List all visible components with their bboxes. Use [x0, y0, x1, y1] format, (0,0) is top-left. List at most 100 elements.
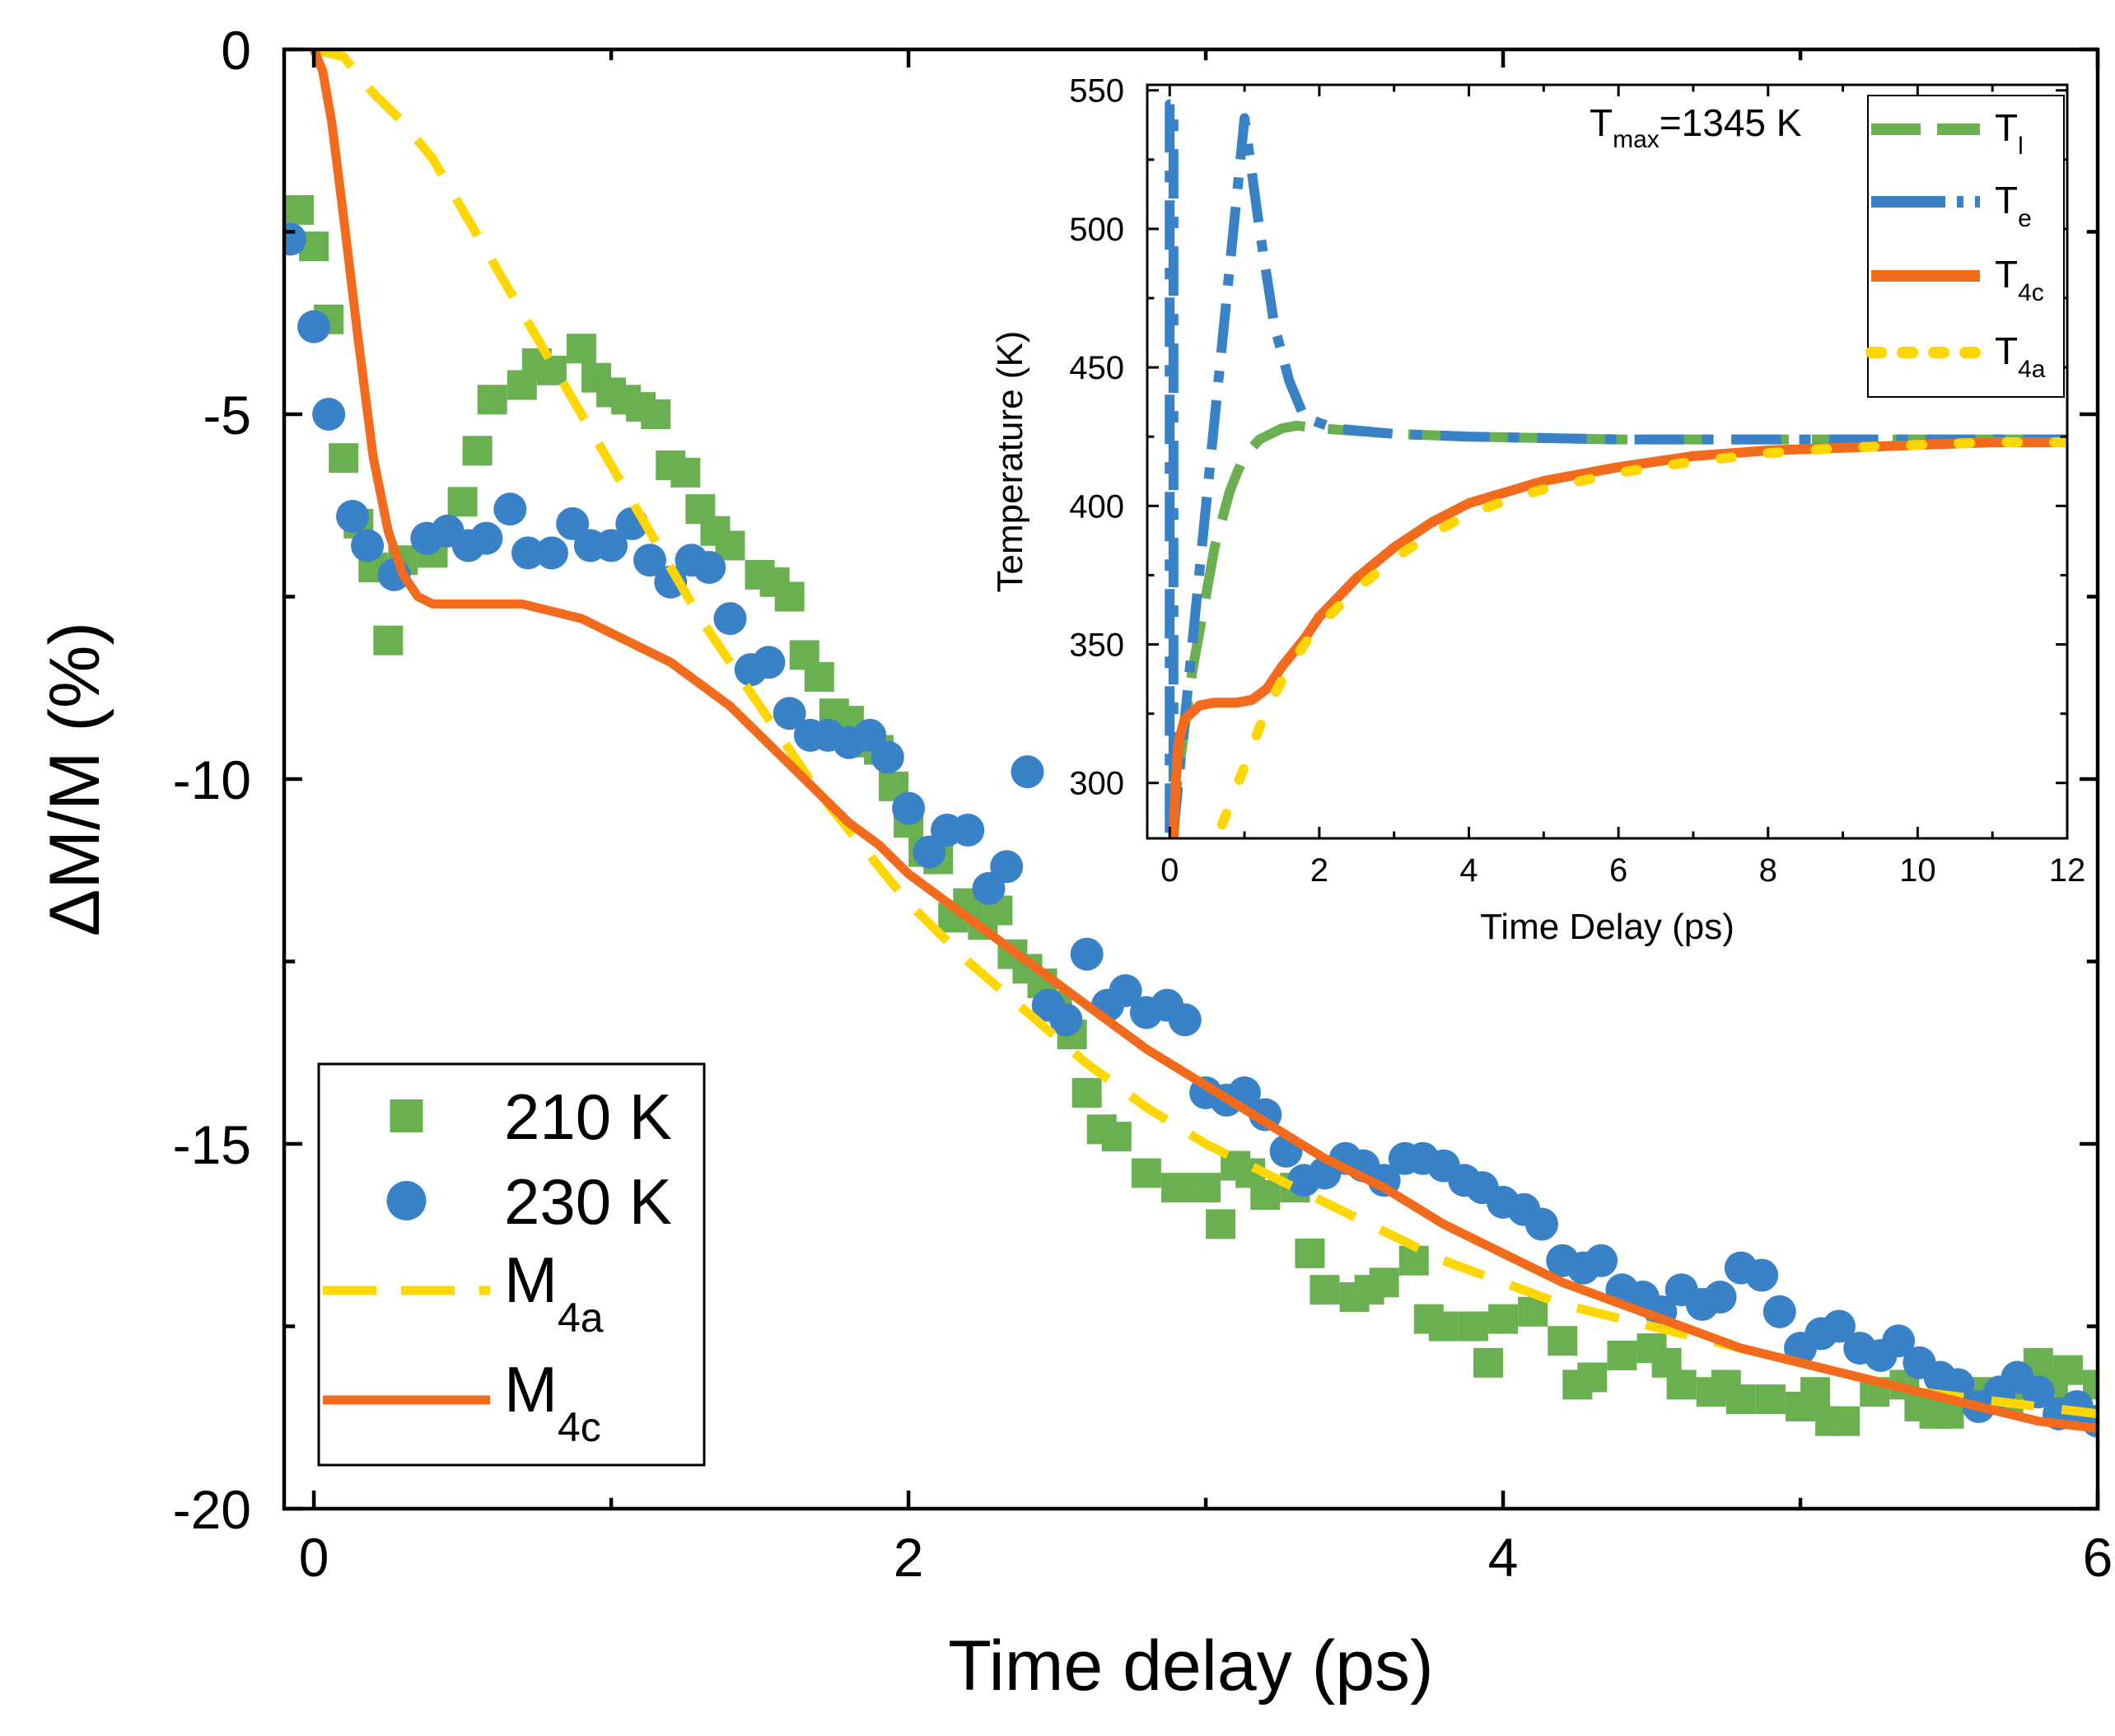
inset-legend-label: Tl — [1995, 106, 2024, 160]
legend-swatch-square — [390, 1099, 423, 1132]
inset-series-t4a-line — [1216, 437, 2067, 830]
inset-x-tick-label: 12 — [2049, 852, 2086, 889]
data-point-square — [1101, 1122, 1132, 1152]
inset-annotation-tmax: Tmax=1345 K — [1590, 101, 1802, 153]
inset-series-tl-line — [1168, 420, 2067, 838]
data-point-square — [1131, 1158, 1161, 1188]
data-point-square — [1206, 1209, 1236, 1239]
main-series-m4c-line — [310, 49, 2098, 1433]
data-point-circle — [312, 398, 346, 431]
data-point-square — [1607, 1340, 1637, 1370]
data-point-circle — [1168, 1003, 1202, 1037]
inset-y-tick-label: 550 — [1069, 73, 1124, 110]
main-y-tick-label: -20 — [173, 1479, 251, 1540]
inset-x-tick-label: 0 — [1160, 852, 1179, 889]
data-point-square — [1310, 1275, 1340, 1305]
inset-y-tick-label: 300 — [1069, 766, 1124, 802]
data-point-circle — [892, 791, 926, 825]
inset-y-tick-label: 350 — [1069, 628, 1124, 664]
main-x-tick-label: 6 — [2083, 1527, 2113, 1588]
data-point-circle — [336, 500, 370, 534]
data-point-circle — [871, 740, 904, 774]
data-point-square — [1666, 1370, 1697, 1400]
inset-x-tick-label: 10 — [1899, 852, 1936, 889]
inset-x-tick-label: 6 — [1609, 852, 1627, 889]
main-y-tick-label: 0 — [221, 20, 251, 81]
data-point-circle — [1745, 1258, 1779, 1292]
data-point-square — [462, 436, 493, 466]
data-point-circle — [633, 544, 667, 577]
main-plot-area — [284, 49, 2098, 1438]
data-point-circle — [693, 551, 726, 585]
inset-y-tick-label: 500 — [1069, 212, 1124, 248]
data-point-circle — [1109, 973, 1142, 1007]
data-point-circle — [2021, 1375, 2055, 1409]
data-point-circle — [990, 850, 1024, 884]
data-point-circle — [1762, 1295, 1796, 1328]
inset-x-tick-label: 2 — [1310, 852, 1328, 889]
data-point-square — [1191, 1173, 1221, 1203]
data-point-square — [774, 581, 805, 612]
data-point-circle — [469, 521, 503, 555]
data-point-square — [1830, 1406, 1861, 1436]
data-point-circle — [1011, 755, 1044, 789]
data-point-circle — [752, 646, 786, 679]
data-point-circle — [1822, 1309, 1856, 1343]
data-point-square — [1473, 1347, 1503, 1378]
data-point-circle — [853, 718, 887, 752]
data-point-square — [1072, 1077, 1102, 1108]
data-point-circle — [1070, 937, 1104, 971]
data-point-square — [566, 334, 596, 364]
data-point-square — [1295, 1238, 1325, 1268]
legend-swatch-circle — [386, 1181, 427, 1220]
data-point-square — [536, 355, 567, 385]
data-point-square — [2083, 1370, 2098, 1400]
legend-label: 210 K — [504, 1080, 672, 1153]
inset-x-tick-label: 8 — [1759, 852, 1777, 889]
data-point-square — [1160, 1173, 1191, 1203]
data-point-square — [1800, 1377, 1831, 1407]
main-y-axis-label: ΔM/M (%) — [35, 622, 114, 936]
data-point-circle — [351, 529, 385, 562]
data-point-square — [373, 625, 404, 656]
data-point-square — [329, 443, 359, 474]
data-point-square — [1458, 1311, 1488, 1342]
main-y-tick-label: -15 — [173, 1114, 251, 1175]
inset-x-tick-label: 4 — [1459, 852, 1478, 889]
main-series-230-k — [284, 222, 2098, 1438]
inset-legend-label: T4c — [1995, 253, 2044, 306]
data-point-circle — [773, 697, 806, 730]
data-point-circle — [1585, 1244, 1618, 1277]
inset-x-axis-label: Time Delay (ps) — [1480, 907, 1734, 947]
data-point-square — [284, 194, 315, 225]
data-point-square — [1577, 1362, 1608, 1393]
data-point-circle — [511, 536, 545, 570]
data-point-square — [1488, 1304, 1519, 1334]
inset-y-tick-label: 400 — [1069, 488, 1124, 525]
main-y-tick-label: -10 — [173, 749, 251, 810]
data-point-circle — [913, 835, 946, 869]
inset-plot-area — [1165, 99, 2067, 838]
data-point-square — [2052, 1355, 2083, 1385]
data-point-circle — [556, 506, 590, 540]
data-point-circle — [535, 536, 568, 570]
inset-legend-label: Te — [1995, 179, 2032, 232]
data-point-circle — [1703, 1281, 1737, 1314]
inset-y-axis-label: Temperature (K) — [990, 331, 1030, 593]
data-point-square — [1369, 1267, 1399, 1298]
inset-legend: Tl Te T4c T4a — [1865, 95, 2065, 398]
data-point-square — [447, 487, 478, 517]
data-point-circle — [595, 529, 628, 562]
data-point-square — [641, 399, 671, 429]
legend-label: 230 K — [504, 1165, 672, 1238]
main-x-axis-label: Time delay (ps) — [948, 1626, 1433, 1706]
inset-legend-label: T4a — [1995, 329, 2046, 383]
data-point-square — [1250, 1180, 1281, 1211]
data-point-square — [1755, 1384, 1786, 1415]
main-series-m4a-line — [312, 49, 2098, 1419]
data-point-square — [804, 661, 834, 692]
main-x-tick-label: 4 — [1488, 1527, 1519, 1588]
data-point-square — [670, 457, 701, 488]
